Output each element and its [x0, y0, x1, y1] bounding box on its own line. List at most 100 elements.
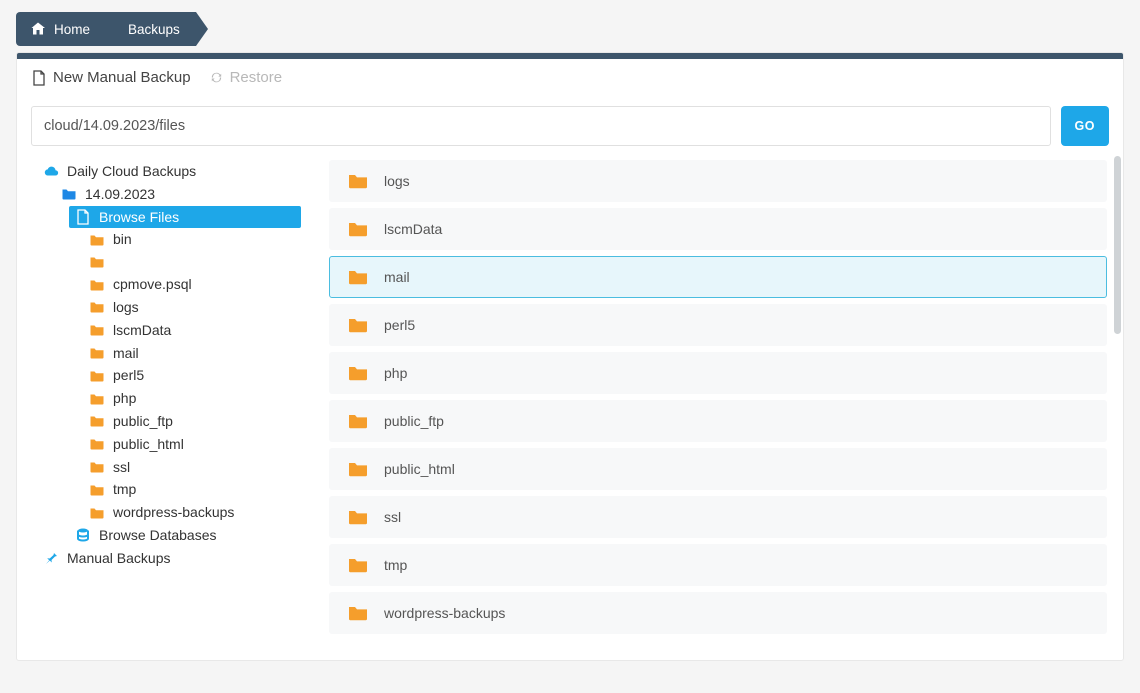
- tree-file-label: public_html: [113, 436, 184, 453]
- folder-icon: [89, 299, 105, 315]
- backup-tree: Daily Cloud Backups 14.09.2023 Browse Fi…: [29, 156, 305, 574]
- folder-icon: [348, 268, 368, 286]
- folder-icon: [89, 345, 105, 361]
- folder-row-label: lscmData: [384, 221, 442, 237]
- folder-icon: [348, 556, 368, 574]
- home-icon: [30, 21, 46, 37]
- tree-file-item[interactable]: public_ftp: [83, 410, 301, 433]
- tree-file-label: ssl: [113, 459, 130, 476]
- tree-root-label: Daily Cloud Backups: [67, 163, 196, 180]
- breadcrumb: Home Backups: [16, 12, 196, 46]
- folder-row[interactable]: tmp: [329, 544, 1107, 586]
- folder-icon: [348, 316, 368, 334]
- folder-icon: [348, 172, 368, 190]
- tree-file-item[interactable]: mail: [83, 342, 301, 365]
- tree-file-label: php: [113, 390, 136, 407]
- tree-file-label: tmp: [113, 481, 136, 498]
- folder-row-label: logs: [384, 173, 410, 189]
- tree-file-label: wordpress-backups: [113, 504, 234, 521]
- folder-row-label: php: [384, 365, 407, 381]
- breadcrumb-backups[interactable]: Backups: [106, 12, 196, 46]
- scrollbar[interactable]: [1114, 156, 1121, 334]
- breadcrumb-home[interactable]: Home: [16, 12, 106, 46]
- tree-manual-backups[interactable]: Manual Backups: [37, 547, 301, 570]
- folder-icon: [89, 277, 105, 293]
- folder-row[interactable]: wordpress-backups: [329, 592, 1107, 634]
- folder-row[interactable]: ssl: [329, 496, 1107, 538]
- folder-icon: [348, 364, 368, 382]
- tree-file-label: public_ftp: [113, 413, 173, 430]
- tree-file-item[interactable]: bin: [83, 228, 301, 251]
- folder-icon: [348, 220, 368, 238]
- folder-row[interactable]: php: [329, 352, 1107, 394]
- folder-icon: [61, 186, 77, 202]
- folder-content: logs lscmData mail perl5 php public_ftppublic…: [305, 156, 1115, 644]
- tree-root-daily-cloud[interactable]: Daily Cloud Backups: [37, 160, 301, 183]
- folder-row[interactable]: public_ftp: [329, 400, 1107, 442]
- tree-file-label: mail: [113, 345, 139, 362]
- tree-file-item[interactable]: php: [83, 387, 301, 410]
- folder-icon: [348, 604, 368, 622]
- tree-browse-db-label: Browse Databases: [99, 527, 217, 544]
- path-row: GO: [17, 92, 1123, 156]
- panel-actions: New Manual Backup Restore: [17, 59, 1123, 92]
- folder-row[interactable]: logs: [329, 160, 1107, 202]
- folder-icon: [89, 322, 105, 338]
- folder-row[interactable]: lscmData: [329, 208, 1107, 250]
- breadcrumb-home-label: Home: [54, 22, 90, 37]
- folder-row[interactable]: mail: [329, 256, 1107, 298]
- tree-file-label: bin: [113, 231, 132, 248]
- folder-icon: [89, 391, 105, 407]
- folder-row[interactable]: perl5: [329, 304, 1107, 346]
- tree-file-item[interactable]: lscmData: [83, 319, 301, 342]
- backup-panel: New Manual Backup Restore GO Daily Cloud…: [16, 52, 1124, 661]
- tree-date-label: 14.09.2023: [85, 186, 155, 203]
- tree-file-item[interactable]: ssl: [83, 456, 301, 479]
- folder-icon: [89, 436, 105, 452]
- folder-row-label: public_html: [384, 461, 455, 477]
- tree-browse-files-label: Browse Files: [99, 209, 179, 226]
- go-button[interactable]: GO: [1061, 106, 1109, 146]
- tree-file-label: cpmove.psql: [113, 276, 192, 293]
- folder-icon: [89, 459, 105, 475]
- file-plus-icon: [31, 70, 47, 86]
- folder-row-label: wordpress-backups: [384, 605, 505, 621]
- tree-file-item[interactable]: perl5: [83, 364, 301, 387]
- tree-date-node[interactable]: 14.09.2023: [55, 183, 301, 206]
- tree-browse-databases[interactable]: Browse Databases: [69, 524, 301, 547]
- tree-file-item[interactable]: tmp: [83, 478, 301, 501]
- folder-row-label: mail: [384, 269, 410, 285]
- restore-button[interactable]: Restore: [209, 69, 283, 86]
- tree-file-label: lscmData: [113, 322, 171, 339]
- tree-file-item[interactable]: wordpress-backups: [83, 501, 301, 524]
- tree-manual-backups-label: Manual Backups: [67, 550, 171, 567]
- breadcrumb-container: Home Backups: [0, 0, 1140, 52]
- tree-browse-files[interactable]: Browse Files: [69, 206, 301, 229]
- folder-row-label: public_ftp: [384, 413, 444, 429]
- folder-icon: [89, 482, 105, 498]
- tree-file-label: perl5: [113, 367, 144, 384]
- folder-icon: [348, 508, 368, 526]
- folder-icon: [89, 413, 105, 429]
- tree-file-item[interactable]: public_html: [83, 433, 301, 456]
- refresh-icon: [209, 70, 224, 85]
- breadcrumb-backups-label: Backups: [128, 22, 180, 37]
- tree-file-item[interactable]: [83, 251, 301, 273]
- panel-body: Daily Cloud Backups 14.09.2023 Browse Fi…: [17, 156, 1123, 660]
- folder-icon: [89, 368, 105, 384]
- new-manual-backup-label: New Manual Backup: [53, 69, 191, 86]
- tree-file-item[interactable]: logs: [83, 296, 301, 319]
- new-manual-backup-button[interactable]: New Manual Backup: [31, 69, 191, 86]
- folder-row[interactable]: public_html: [329, 448, 1107, 490]
- cloud-icon: [43, 163, 59, 179]
- folder-icon: [348, 460, 368, 478]
- tree-file-item[interactable]: cpmove.psql: [83, 273, 301, 296]
- tree-file-label: logs: [113, 299, 139, 316]
- path-input[interactable]: [31, 106, 1051, 146]
- database-icon: [75, 527, 91, 543]
- tree-files-list: bin cpmove.psql logs lscmData mail perl5 php pu…: [69, 228, 301, 524]
- folder-icon: [348, 412, 368, 430]
- folder-icon: [89, 254, 105, 270]
- pin-icon: [43, 550, 59, 566]
- folder-row-label: perl5: [384, 317, 415, 333]
